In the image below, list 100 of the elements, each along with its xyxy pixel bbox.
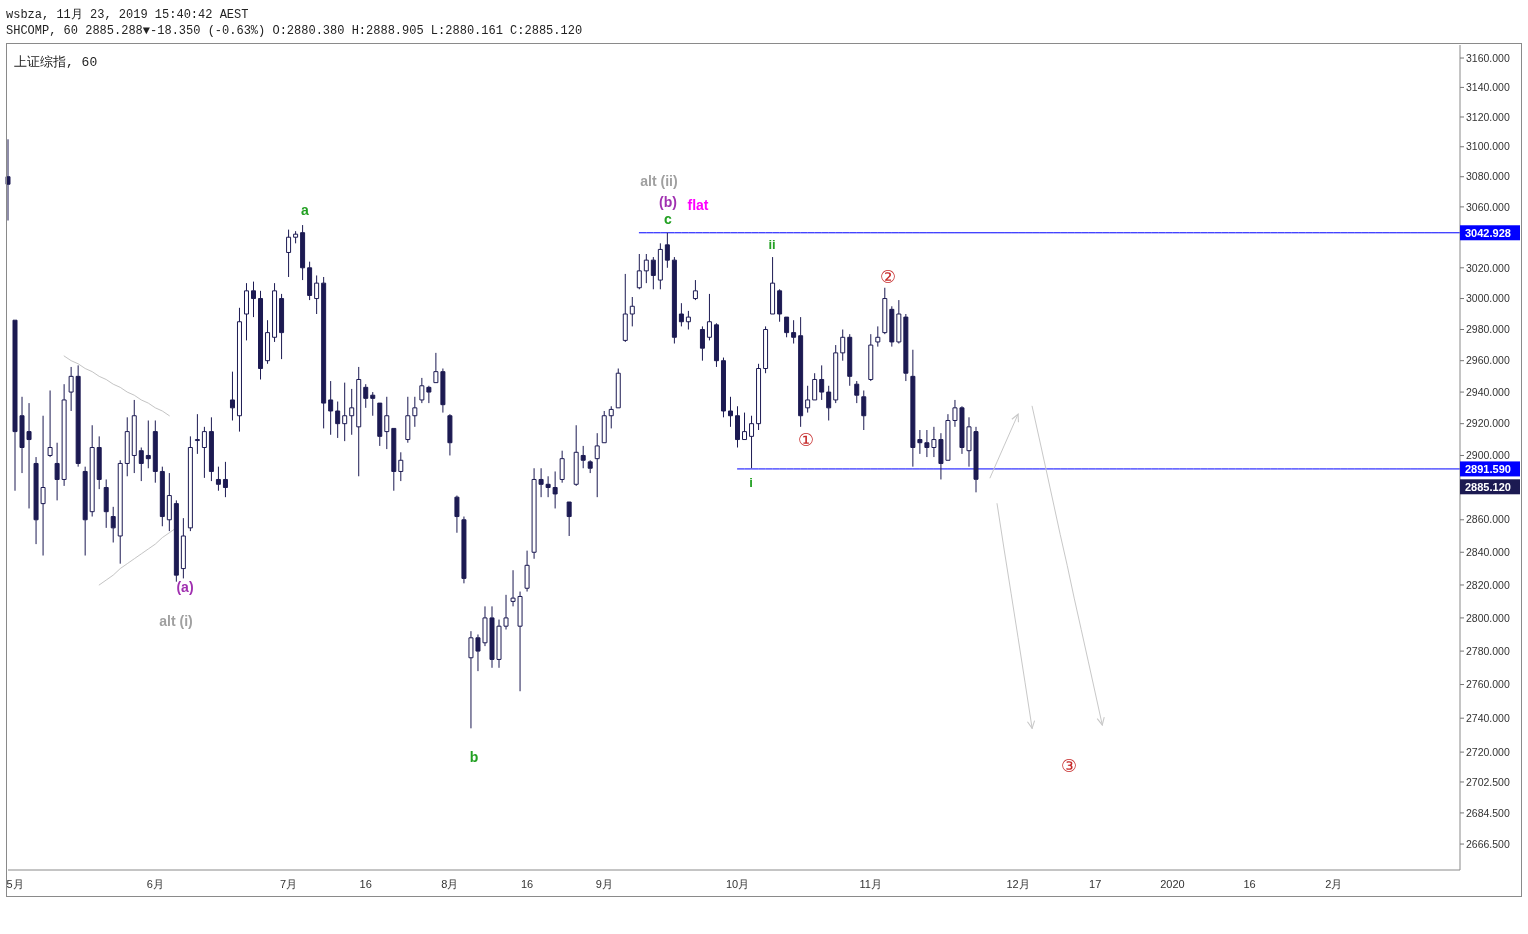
candlestick	[328, 380, 334, 436]
candlestick	[117, 459, 123, 565]
candlestick	[215, 466, 221, 492]
y-tick-label: 3080.000	[1466, 170, 1510, 183]
candlestick	[363, 383, 369, 409]
candlestick	[833, 344, 839, 404]
candlestick	[159, 466, 165, 527]
candlestick	[875, 325, 881, 348]
candlestick	[524, 550, 530, 593]
candlestick	[342, 382, 348, 442]
candlestick	[293, 230, 299, 244]
candlestick	[643, 253, 649, 284]
annotation: c	[664, 211, 672, 227]
candlestick	[756, 363, 762, 431]
candlestick	[720, 357, 726, 418]
candlestick	[622, 273, 628, 343]
candlestick	[678, 302, 684, 327]
annotation: ③	[1060, 756, 1078, 776]
candlestick	[770, 256, 776, 315]
candlestick	[650, 256, 656, 290]
candlestick	[124, 416, 130, 477]
candlestick	[559, 450, 565, 484]
annotation: b	[469, 749, 479, 765]
candlestick	[573, 424, 579, 487]
candlestick	[671, 256, 677, 345]
y-tick-label: 3060.000	[1466, 200, 1510, 213]
x-tick-label: 10月	[725, 878, 750, 890]
x-tick-label: 11月	[859, 878, 882, 890]
candlestick	[763, 325, 769, 374]
candlestick	[636, 253, 642, 290]
y-tick-label: 3160.000	[1466, 51, 1510, 64]
y-tick-label: 2920.000	[1466, 417, 1510, 430]
x-tick-label: 9月	[595, 878, 613, 890]
candlestick	[166, 472, 172, 532]
candlestick	[138, 447, 144, 482]
candlestick	[861, 389, 867, 431]
candlestick	[47, 389, 53, 458]
candlestick	[5, 138, 11, 222]
candlestick	[265, 319, 271, 365]
y-tick-label: 3120.000	[1466, 110, 1510, 123]
annotation: ii	[768, 236, 776, 252]
candlestick	[727, 396, 733, 428]
annotation: ②	[879, 267, 897, 287]
x-tick-label: 2020	[1160, 878, 1185, 890]
y-tick-label: 2780.000	[1466, 644, 1510, 657]
y-tick-label: 2702.500	[1466, 775, 1510, 788]
y-tick-label: 3100.000	[1466, 140, 1510, 153]
candlestick	[370, 391, 376, 417]
x-tick-label: 16	[520, 878, 534, 890]
candlestick	[349, 388, 355, 436]
y-tick-label: 2820.000	[1466, 578, 1510, 591]
text: SHCOMP, 60 2885.288▼-18.350 (-0.63%) O:2880.380 H:2888.905 L:2880.161 C:2885.120	[6, 24, 583, 38]
candlestick	[615, 368, 621, 409]
annotation: alt (ii)	[640, 173, 678, 189]
candlestick	[300, 224, 306, 281]
candlestick	[713, 322, 719, 368]
candlestick	[461, 516, 467, 584]
candlestick	[692, 279, 698, 301]
candlestick	[903, 313, 909, 382]
x-tick-label: 7月	[280, 878, 298, 890]
y-tick-label: 2960.000	[1466, 354, 1510, 367]
x-tick-label: 2月	[1325, 878, 1343, 890]
candlestick	[587, 459, 593, 474]
candlestick	[208, 416, 214, 482]
candlestick	[608, 405, 614, 429]
y-tick-label: 2720.000	[1466, 745, 1510, 758]
y-tick-label: 2740.000	[1466, 711, 1510, 724]
y-tick-label: 2980.000	[1466, 323, 1510, 336]
x-tick-label: 16	[359, 878, 372, 890]
y-tick-label: 2900.000	[1466, 449, 1510, 462]
candlestick	[96, 435, 102, 490]
candlestick	[896, 299, 902, 345]
data-label: 2891.590	[1465, 462, 1511, 475]
candlestick	[805, 385, 811, 414]
candlestick	[384, 396, 390, 450]
data-label: 3042.928	[1465, 226, 1511, 239]
y-tick-label: 2800.000	[1466, 611, 1510, 624]
candlestick	[89, 424, 95, 518]
candlestick	[173, 499, 179, 583]
x-tick-label: 16	[1243, 878, 1256, 890]
candlestick	[812, 372, 818, 401]
candlestick	[819, 364, 825, 401]
candlestick	[735, 405, 741, 448]
candlestick	[854, 380, 860, 404]
candlestick	[335, 401, 341, 439]
text: 2885.120	[1465, 480, 1511, 493]
candlestick	[110, 506, 116, 543]
line-series	[98, 527, 177, 586]
candlestick	[657, 242, 663, 290]
x-tick-label: 12月	[1006, 878, 1030, 890]
x-tick-label: 5月	[6, 878, 24, 890]
annotation: a	[301, 202, 309, 218]
candlestick	[882, 287, 888, 335]
x-tick-label: 6月	[146, 878, 164, 890]
annotation: alt (i)	[159, 613, 193, 629]
candlestick	[194, 413, 200, 455]
candlestick	[356, 366, 362, 477]
candlestick	[145, 419, 151, 469]
candlestick	[777, 288, 783, 323]
candlestick	[566, 501, 572, 537]
